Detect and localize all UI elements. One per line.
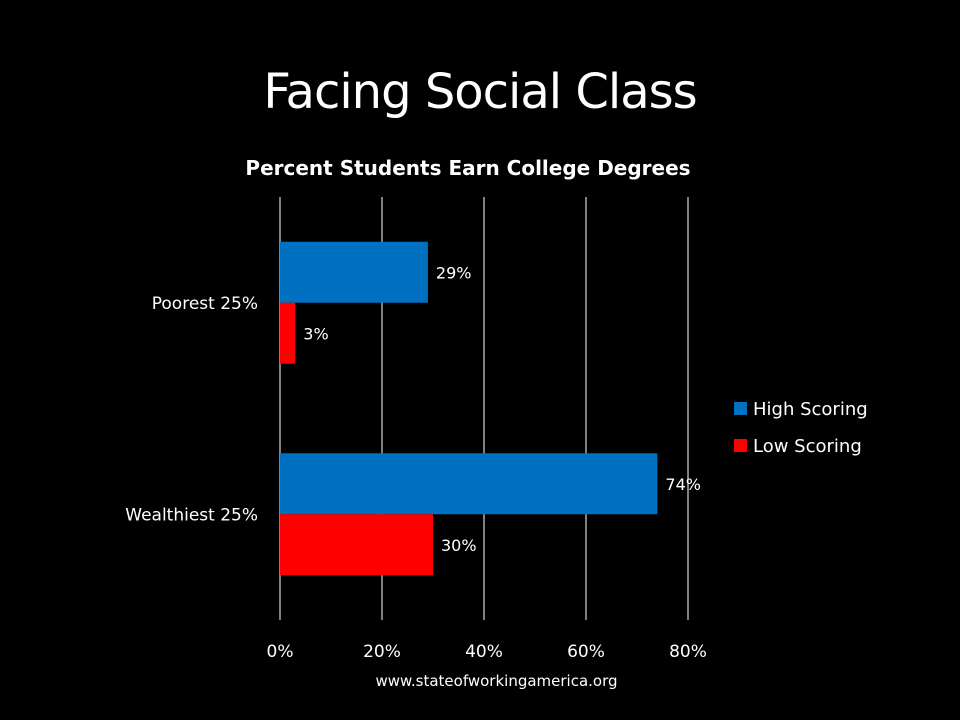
legend-swatch — [734, 402, 747, 415]
x-tick-labels: 0% 20% 40% 60% 80% — [267, 642, 707, 662]
legend-label: Low Scoring — [753, 436, 862, 457]
x-tick-label: 60% — [567, 642, 605, 662]
category-label: Poorest 25% — [152, 294, 258, 314]
data-label: 74% — [665, 475, 701, 494]
bar-low-scoring — [280, 514, 433, 576]
chart-title: Percent Students Earn College Degrees — [245, 156, 690, 180]
bar-low-scoring — [280, 302, 296, 364]
source-url: www.stateofworkingamerica.org — [375, 672, 618, 690]
data-label: 29% — [436, 263, 472, 282]
category-label: Wealthiest 25% — [125, 505, 258, 525]
bar-high-scoring — [280, 453, 658, 515]
category-labels: Poorest 25% Wealthiest 25% — [125, 294, 258, 526]
bars — [280, 241, 658, 576]
x-tick-label: 80% — [669, 642, 707, 662]
x-tick-label: 0% — [267, 642, 294, 662]
data-label: 3% — [303, 324, 328, 343]
data-label: 30% — [441, 536, 477, 555]
bar-high-scoring — [280, 241, 428, 303]
legend-label: High Scoring — [753, 399, 868, 420]
legend: High Scoring Low Scoring — [734, 399, 868, 457]
slide-title: Facing Social Class — [263, 64, 697, 120]
x-tick-label: 20% — [363, 642, 401, 662]
legend-swatch — [734, 439, 747, 452]
x-tick-label: 40% — [465, 642, 503, 662]
data-labels: 29% 3% 74% 30% — [303, 263, 701, 555]
